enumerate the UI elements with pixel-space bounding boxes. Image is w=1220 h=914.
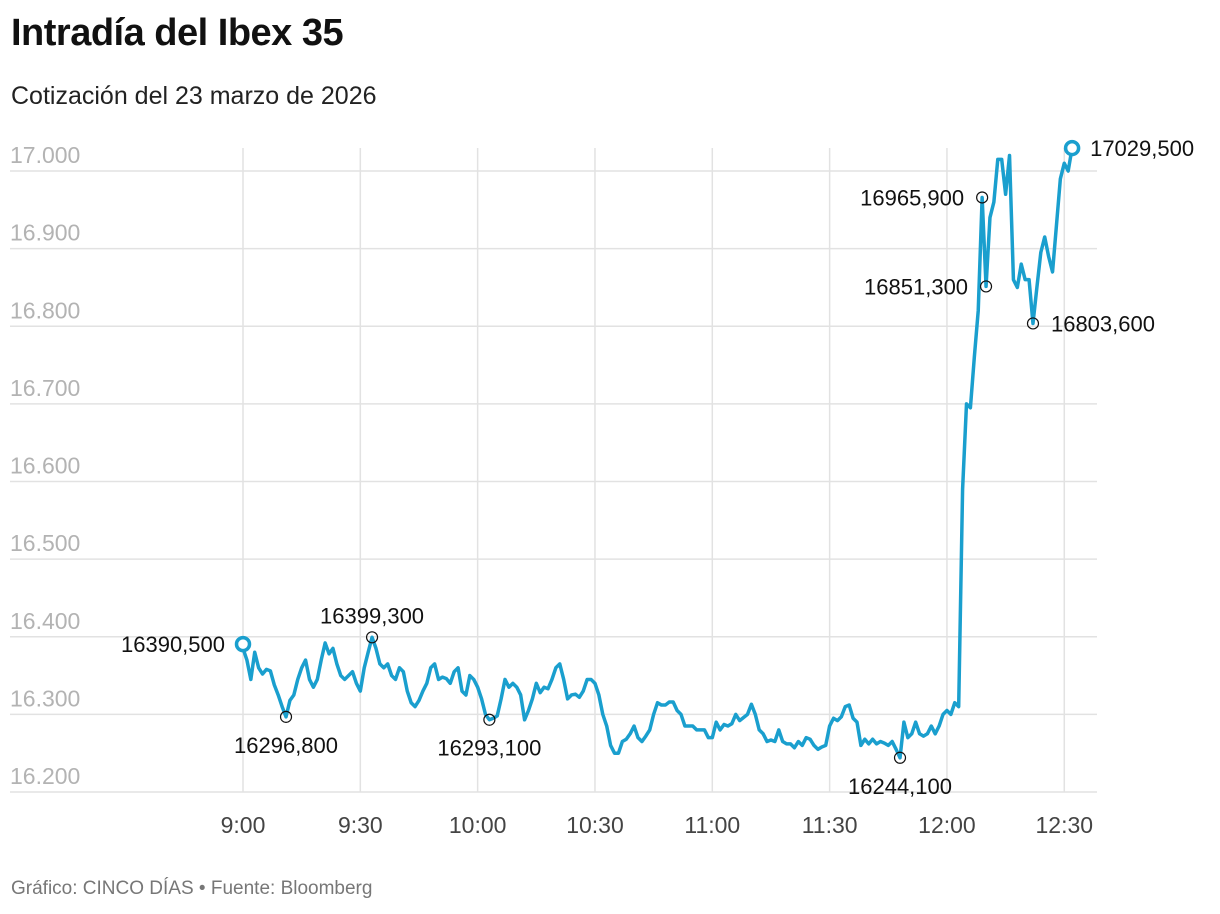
y-gridlines bbox=[10, 170, 1097, 793]
y-tick-label: 16.300 bbox=[10, 685, 80, 711]
annotation-label: 16803,600 bbox=[1051, 311, 1155, 336]
annotation-label: 16851,300 bbox=[864, 274, 968, 299]
y-tick-label: 16.600 bbox=[10, 453, 80, 479]
chart-subtitle: Cotización del 23 marzo de 2026 bbox=[11, 82, 377, 110]
x-tick-label: 10:30 bbox=[566, 812, 624, 838]
endpoint-marker bbox=[1063, 139, 1081, 157]
line-chart: 16.200 16.300 16.400 16.500 16.600 16.700 16.8… bbox=[10, 136, 1194, 838]
x-tick-label: 9:30 bbox=[338, 812, 383, 838]
annotation-label: 16399,300 bbox=[320, 603, 424, 628]
annotation-marker bbox=[1026, 317, 1040, 330]
x-tick-label: 10:00 bbox=[449, 812, 507, 838]
y-tick-label: 16.700 bbox=[10, 375, 80, 401]
annotation-marker bbox=[365, 631, 379, 644]
endpoint-marker bbox=[234, 635, 252, 653]
annotation-marker bbox=[279, 710, 293, 723]
annotation-label: 16390,500 bbox=[121, 632, 225, 657]
annotation-label: 16296,800 bbox=[234, 733, 338, 758]
y-tick-label: 16.500 bbox=[10, 530, 80, 556]
x-tick-label: 12:00 bbox=[918, 812, 976, 838]
x-tick-label: 11:00 bbox=[684, 812, 740, 838]
x-tick-label: 11:30 bbox=[802, 812, 858, 838]
source-note: Gráfico: CINCO DÍAS • Fuente: Bloomberg bbox=[11, 878, 373, 899]
annotation-label: 16965,900 bbox=[860, 185, 964, 210]
y-axis-ticks: 16.200 16.300 16.400 16.500 16.600 16.700 16.8… bbox=[10, 142, 80, 789]
series-line bbox=[241, 146, 1074, 760]
x-axis-ticks: 9:00 9:30 10:00 10:30 11:00 11:30 12:00 12:30 bbox=[221, 812, 1093, 838]
x-tick-label: 9:00 bbox=[221, 812, 266, 838]
annotation-marker bbox=[976, 191, 989, 204]
annotation-marker bbox=[979, 280, 993, 293]
x-gridlines bbox=[242, 148, 1066, 792]
y-tick-label: 16.900 bbox=[10, 220, 80, 246]
annotation-label: 17029,500 bbox=[1090, 136, 1194, 161]
y-tick-label: 16.800 bbox=[10, 297, 80, 323]
annotation-label: 16244,100 bbox=[848, 774, 952, 799]
y-tick-label: 17.000 bbox=[10, 142, 80, 168]
y-tick-label: 16.200 bbox=[10, 763, 80, 789]
annotation-label: 16293,100 bbox=[437, 736, 541, 761]
series-layer bbox=[241, 146, 1074, 760]
annotations-layer: 16390,500 16296,800 16399,300 16293,100 1624… bbox=[121, 136, 1194, 799]
x-tick-label: 12:30 bbox=[1035, 812, 1093, 838]
annotation-marker bbox=[483, 713, 496, 726]
annotation-marker bbox=[893, 751, 907, 764]
y-tick-label: 16.400 bbox=[10, 608, 80, 634]
chart-title: Intradía del Ibex 35 bbox=[11, 12, 344, 54]
